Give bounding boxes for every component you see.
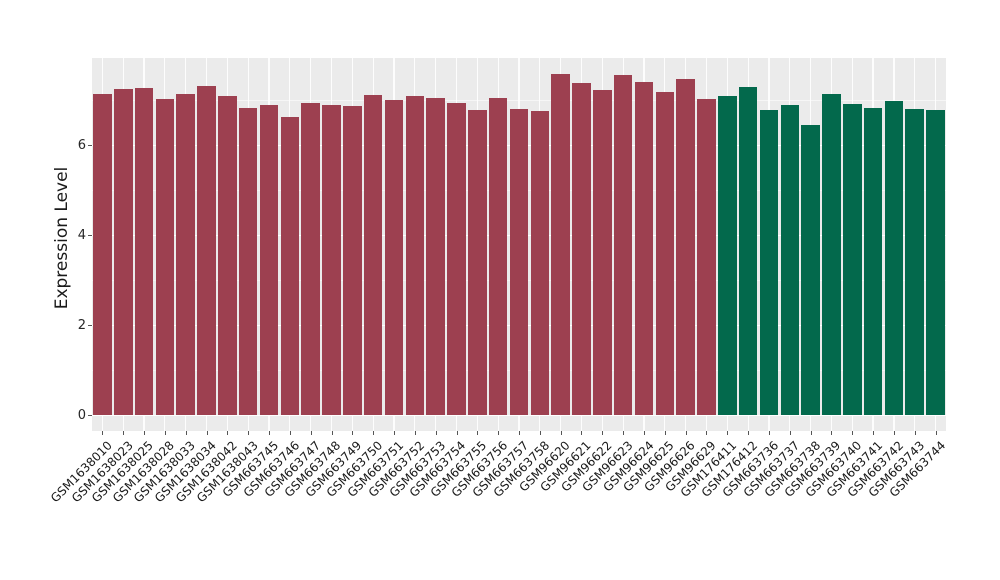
x-tick-mark [206,431,208,435]
x-tick-mark [768,431,770,435]
bar-GSM176412 [738,87,758,415]
bar-GSM96625 [655,92,675,415]
x-tick-mark [914,431,916,435]
bar-GSM1638023 [113,89,133,415]
x-tick-mark [123,431,125,435]
bar-GSM663755 [468,109,487,415]
y-tick-mark [88,325,92,326]
x-tick-mark [102,431,104,435]
x-tick-mark [373,431,375,435]
bar-GSM663737 [780,104,800,415]
x-tick-mark [748,431,750,435]
bar-GSM663740 [842,104,862,415]
bar-GSM1638034 [197,85,216,415]
x-tick-mark [602,431,604,435]
bar-GSM663750 [363,95,383,415]
x-tick-mark [852,431,854,435]
x-tick-mark [164,431,166,435]
x-tick-mark [269,431,271,435]
bar-GSM663753 [426,97,445,415]
bar-GSM96622 [593,89,612,415]
bar-GSM663738 [801,125,820,415]
bar-GSM1638043 [238,107,258,415]
bar-GSM663739 [822,94,841,415]
x-tick-mark [498,431,500,435]
x-tick-mark [144,431,146,435]
x-tick-mark [810,431,812,435]
x-tick-mark [394,431,396,435]
x-tick-mark [331,431,333,435]
bar-GSM663742 [884,101,904,415]
x-tick-mark [289,431,291,435]
bar-GSM1638033 [176,93,195,415]
x-tick-mark [727,431,729,435]
bar-GSM1638025 [134,87,154,415]
y-tick-mark [88,415,92,416]
bar-GSM96620 [551,73,570,415]
bar-GSM663747 [301,102,320,415]
x-tick-mark [935,431,937,435]
bar-GSM96624 [634,82,654,415]
bar-GSM663757 [509,108,529,415]
x-tick-mark [706,431,708,435]
x-tick-mark [477,431,479,435]
x-tick-mark [185,431,187,435]
bar-GSM176411 [718,95,737,415]
bar-GSM96626 [676,79,695,415]
y-tick-label: 4 [77,227,86,243]
y-tick-mark [88,145,92,146]
x-tick-mark [227,431,229,435]
x-tick-mark [248,431,250,435]
y-tick-label: 0 [77,407,86,423]
x-tick-mark [310,431,312,435]
bar-GSM663745 [259,104,279,415]
bar-GSM663751 [384,100,404,415]
y-tick-label: 6 [77,137,86,153]
bar-GSM663746 [280,116,300,415]
bar-GSM663744 [926,109,945,415]
bar-GSM96621 [572,82,591,415]
bar-GSM663754 [447,103,466,415]
x-tick-mark [414,431,416,435]
bar-GSM1638010 [93,94,112,415]
bar-GSM96629 [697,98,716,415]
x-tick-mark [893,431,895,435]
plot-panel [92,58,946,431]
x-tick-mark [352,431,354,435]
bar-GSM663748 [322,104,341,415]
bar-GSM663758 [530,110,550,415]
x-tick-mark [456,431,458,435]
x-tick-mark [643,431,645,435]
x-tick-mark [581,431,583,435]
x-tick-mark [873,431,875,435]
bar-GSM663743 [905,109,925,415]
x-tick-mark [831,431,833,435]
bar-GSM663756 [488,98,508,415]
x-tick-mark [623,431,625,435]
y-tick-label: 2 [77,317,86,333]
x-tick-mark [560,431,562,435]
x-tick-mark [539,431,541,435]
bar-GSM1638042 [218,95,237,415]
bar-GSM663749 [343,105,362,415]
x-tick-mark [519,431,520,435]
x-tick-mark [685,431,687,435]
bar-GSM663752 [405,96,425,415]
x-tick-mark [435,431,437,435]
bar-GSM663741 [863,107,883,415]
bar-GSM1638028 [155,99,175,415]
x-tick-mark [664,431,666,435]
bar-GSM96623 [613,75,633,415]
x-tick-mark [789,431,791,435]
bar-GSM663736 [759,109,779,415]
y-tick-mark [88,235,92,236]
